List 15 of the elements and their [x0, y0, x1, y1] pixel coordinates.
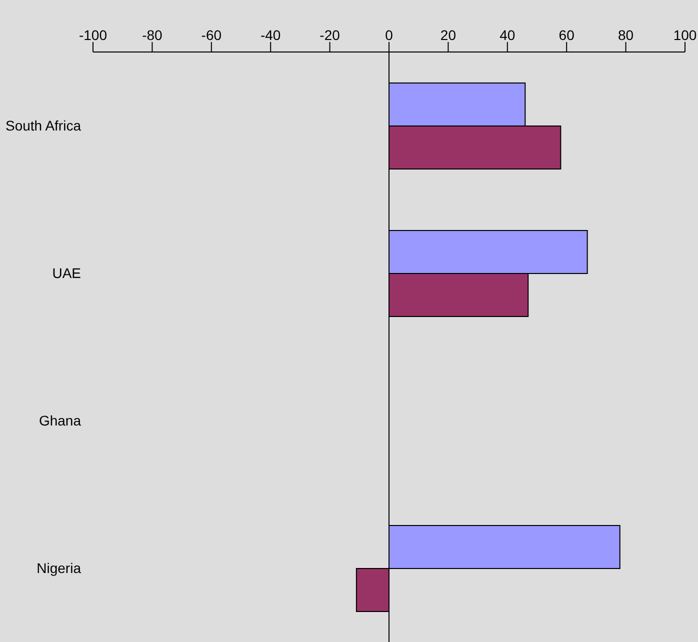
- x-tick-label: -40: [260, 27, 281, 43]
- x-tick-label: 40: [500, 27, 516, 43]
- x-tick-label: -60: [201, 27, 222, 43]
- y-tick-label: UAE: [52, 265, 81, 282]
- y-tick-label: Ghana: [38, 412, 82, 429]
- x-tick-label: -80: [142, 27, 163, 43]
- y-tick-label: Nigeria: [36, 560, 82, 576]
- x-tick-label: 0: [385, 27, 394, 43]
- x-tick-label: -100: [78, 27, 108, 43]
- x-tick-label: 100: [673, 27, 697, 43]
- x-tick-label: -20: [320, 27, 340, 43]
- x-tick-label: 60: [558, 27, 575, 43]
- x-tick-label: 80: [618, 27, 634, 43]
- x-tick-label: 20: [440, 27, 456, 43]
- y-tick-label: South Africa: [6, 118, 82, 134]
